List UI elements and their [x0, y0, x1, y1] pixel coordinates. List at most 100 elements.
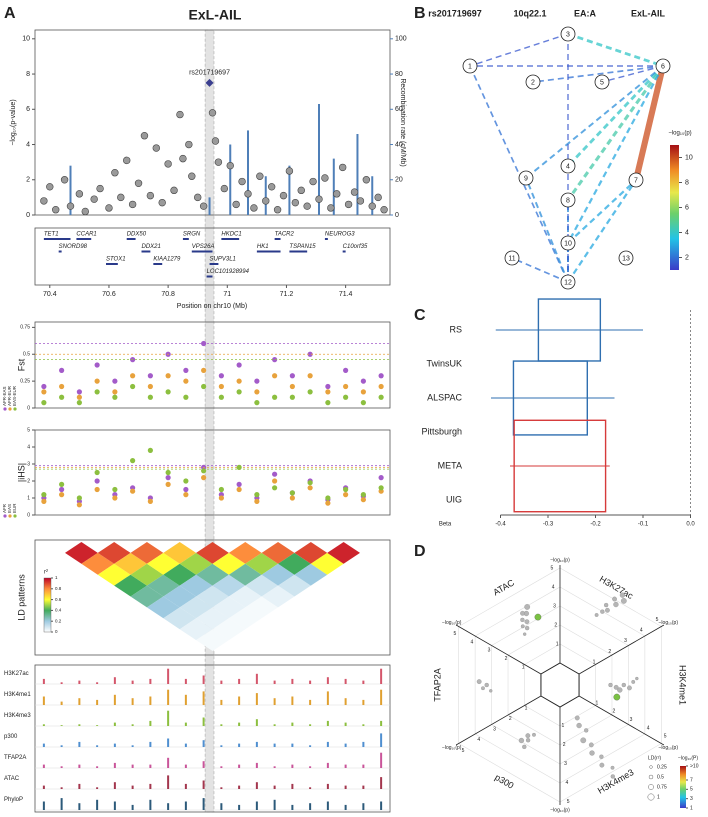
- size-legend-swatch: [648, 774, 654, 780]
- snp-point: [117, 193, 125, 202]
- pop-point: [165, 475, 171, 481]
- snp-point: [489, 689, 493, 693]
- pop-point: [94, 362, 100, 368]
- legend-label: EAS: [7, 504, 12, 513]
- x-tick-label: -0.2: [590, 522, 601, 528]
- pop-point: [218, 486, 224, 493]
- track-peak: [255, 762, 258, 768]
- snp-point: [344, 200, 353, 209]
- r-tick-label: 2: [554, 622, 557, 628]
- y2-tick-label: 20: [395, 177, 403, 184]
- snp-point: [520, 610, 525, 616]
- gene-label: SNORD98: [59, 244, 88, 250]
- y2-tick-label: 40: [395, 141, 403, 148]
- snp-point: [66, 202, 75, 210]
- pop-point: [59, 481, 65, 487]
- track-peak: [238, 785, 241, 789]
- track-peak: [362, 803, 365, 810]
- pop-point: [147, 447, 153, 453]
- track-peak: [291, 722, 294, 726]
- pop-point: [183, 394, 189, 400]
- panel-label: A: [4, 5, 16, 22]
- track-peak: [202, 717, 205, 726]
- colorbar: [680, 766, 686, 808]
- snp-point: [362, 176, 371, 184]
- lead-point: [613, 693, 621, 701]
- x-axis-label: Position on chr10 (Mb): [177, 303, 247, 310]
- track-peak: [42, 696, 45, 705]
- track-peak: [273, 724, 276, 726]
- pop-point: [343, 367, 349, 373]
- y-tick-label: 5: [27, 427, 30, 433]
- node-label: 11: [508, 255, 515, 262]
- gene-label: TET1: [44, 232, 59, 238]
- snp-point: [297, 186, 305, 195]
- track-peak: [362, 699, 365, 705]
- track-peak: [238, 678, 241, 684]
- track-peak: [220, 766, 223, 768]
- pop-point: [307, 480, 313, 486]
- track-peak: [167, 668, 170, 684]
- track-peak: [238, 743, 241, 747]
- track-peak: [96, 682, 99, 684]
- pop-point: [165, 389, 171, 395]
- snp-point: [321, 174, 329, 182]
- pop-point: [254, 498, 260, 504]
- pop-point: [59, 394, 65, 400]
- r-tick-label: 2: [608, 649, 611, 655]
- snp-point: [111, 169, 119, 177]
- track-peak: [42, 785, 45, 789]
- snp-point: [291, 198, 300, 207]
- pop-point: [59, 367, 65, 373]
- pop-point: [343, 492, 349, 498]
- panel-label: D: [414, 543, 426, 560]
- network-edge: [567, 32, 664, 68]
- y-tick-label: 1: [27, 495, 30, 501]
- y-tick-label: 2: [27, 478, 30, 484]
- x-tick-label: -0.3: [543, 522, 554, 528]
- track-peak: [362, 724, 365, 726]
- axis-end-label: −log₁₀(p): [550, 557, 570, 563]
- snp-point: [211, 137, 220, 145]
- y-tick-label: 2: [26, 177, 30, 184]
- snp-point: [612, 596, 617, 602]
- track-peak: [131, 698, 134, 705]
- ld-cell: [97, 563, 131, 586]
- r-tick-label: 5: [550, 566, 553, 572]
- track-peak: [380, 720, 383, 726]
- r-tick-label: 5: [567, 799, 570, 805]
- x-tick-label: 71.4: [339, 291, 353, 298]
- pop-point: [360, 400, 366, 406]
- snp-point: [250, 204, 258, 212]
- ld-cell: [97, 542, 131, 564]
- y2-tick-label: 80: [395, 71, 403, 78]
- y-tick-label: 0.75: [20, 325, 30, 331]
- pop-point: [59, 492, 65, 498]
- pop-point: [147, 373, 153, 379]
- track-peak: [42, 743, 45, 747]
- chart-title: ExL-AIL: [189, 7, 242, 23]
- track-peak: [291, 764, 294, 768]
- r-tick-label: 3: [624, 638, 627, 644]
- pop-point: [289, 373, 295, 379]
- pop-point: [112, 378, 118, 384]
- pop-point: [254, 389, 260, 395]
- gene-frame: [34, 227, 391, 286]
- track-peak: [238, 722, 241, 726]
- size-legend-label: 0.75: [657, 784, 667, 790]
- track-peak: [255, 693, 258, 705]
- r-tick-label: 2: [563, 742, 566, 748]
- legend-label: AFR-EAS: [2, 386, 7, 406]
- track-peak: [149, 799, 152, 810]
- size-legend-label: 0.5: [657, 774, 664, 780]
- track-peak: [149, 764, 152, 768]
- snp-point: [267, 183, 276, 191]
- network-node: [560, 158, 576, 174]
- node-label: 7: [634, 177, 638, 184]
- track-peak: [42, 801, 45, 810]
- plot-frame: [34, 539, 391, 656]
- snp-point: [524, 604, 531, 610]
- pop-point: [218, 495, 224, 501]
- y-tick-label: 0: [27, 512, 30, 518]
- snp-point: [185, 140, 193, 149]
